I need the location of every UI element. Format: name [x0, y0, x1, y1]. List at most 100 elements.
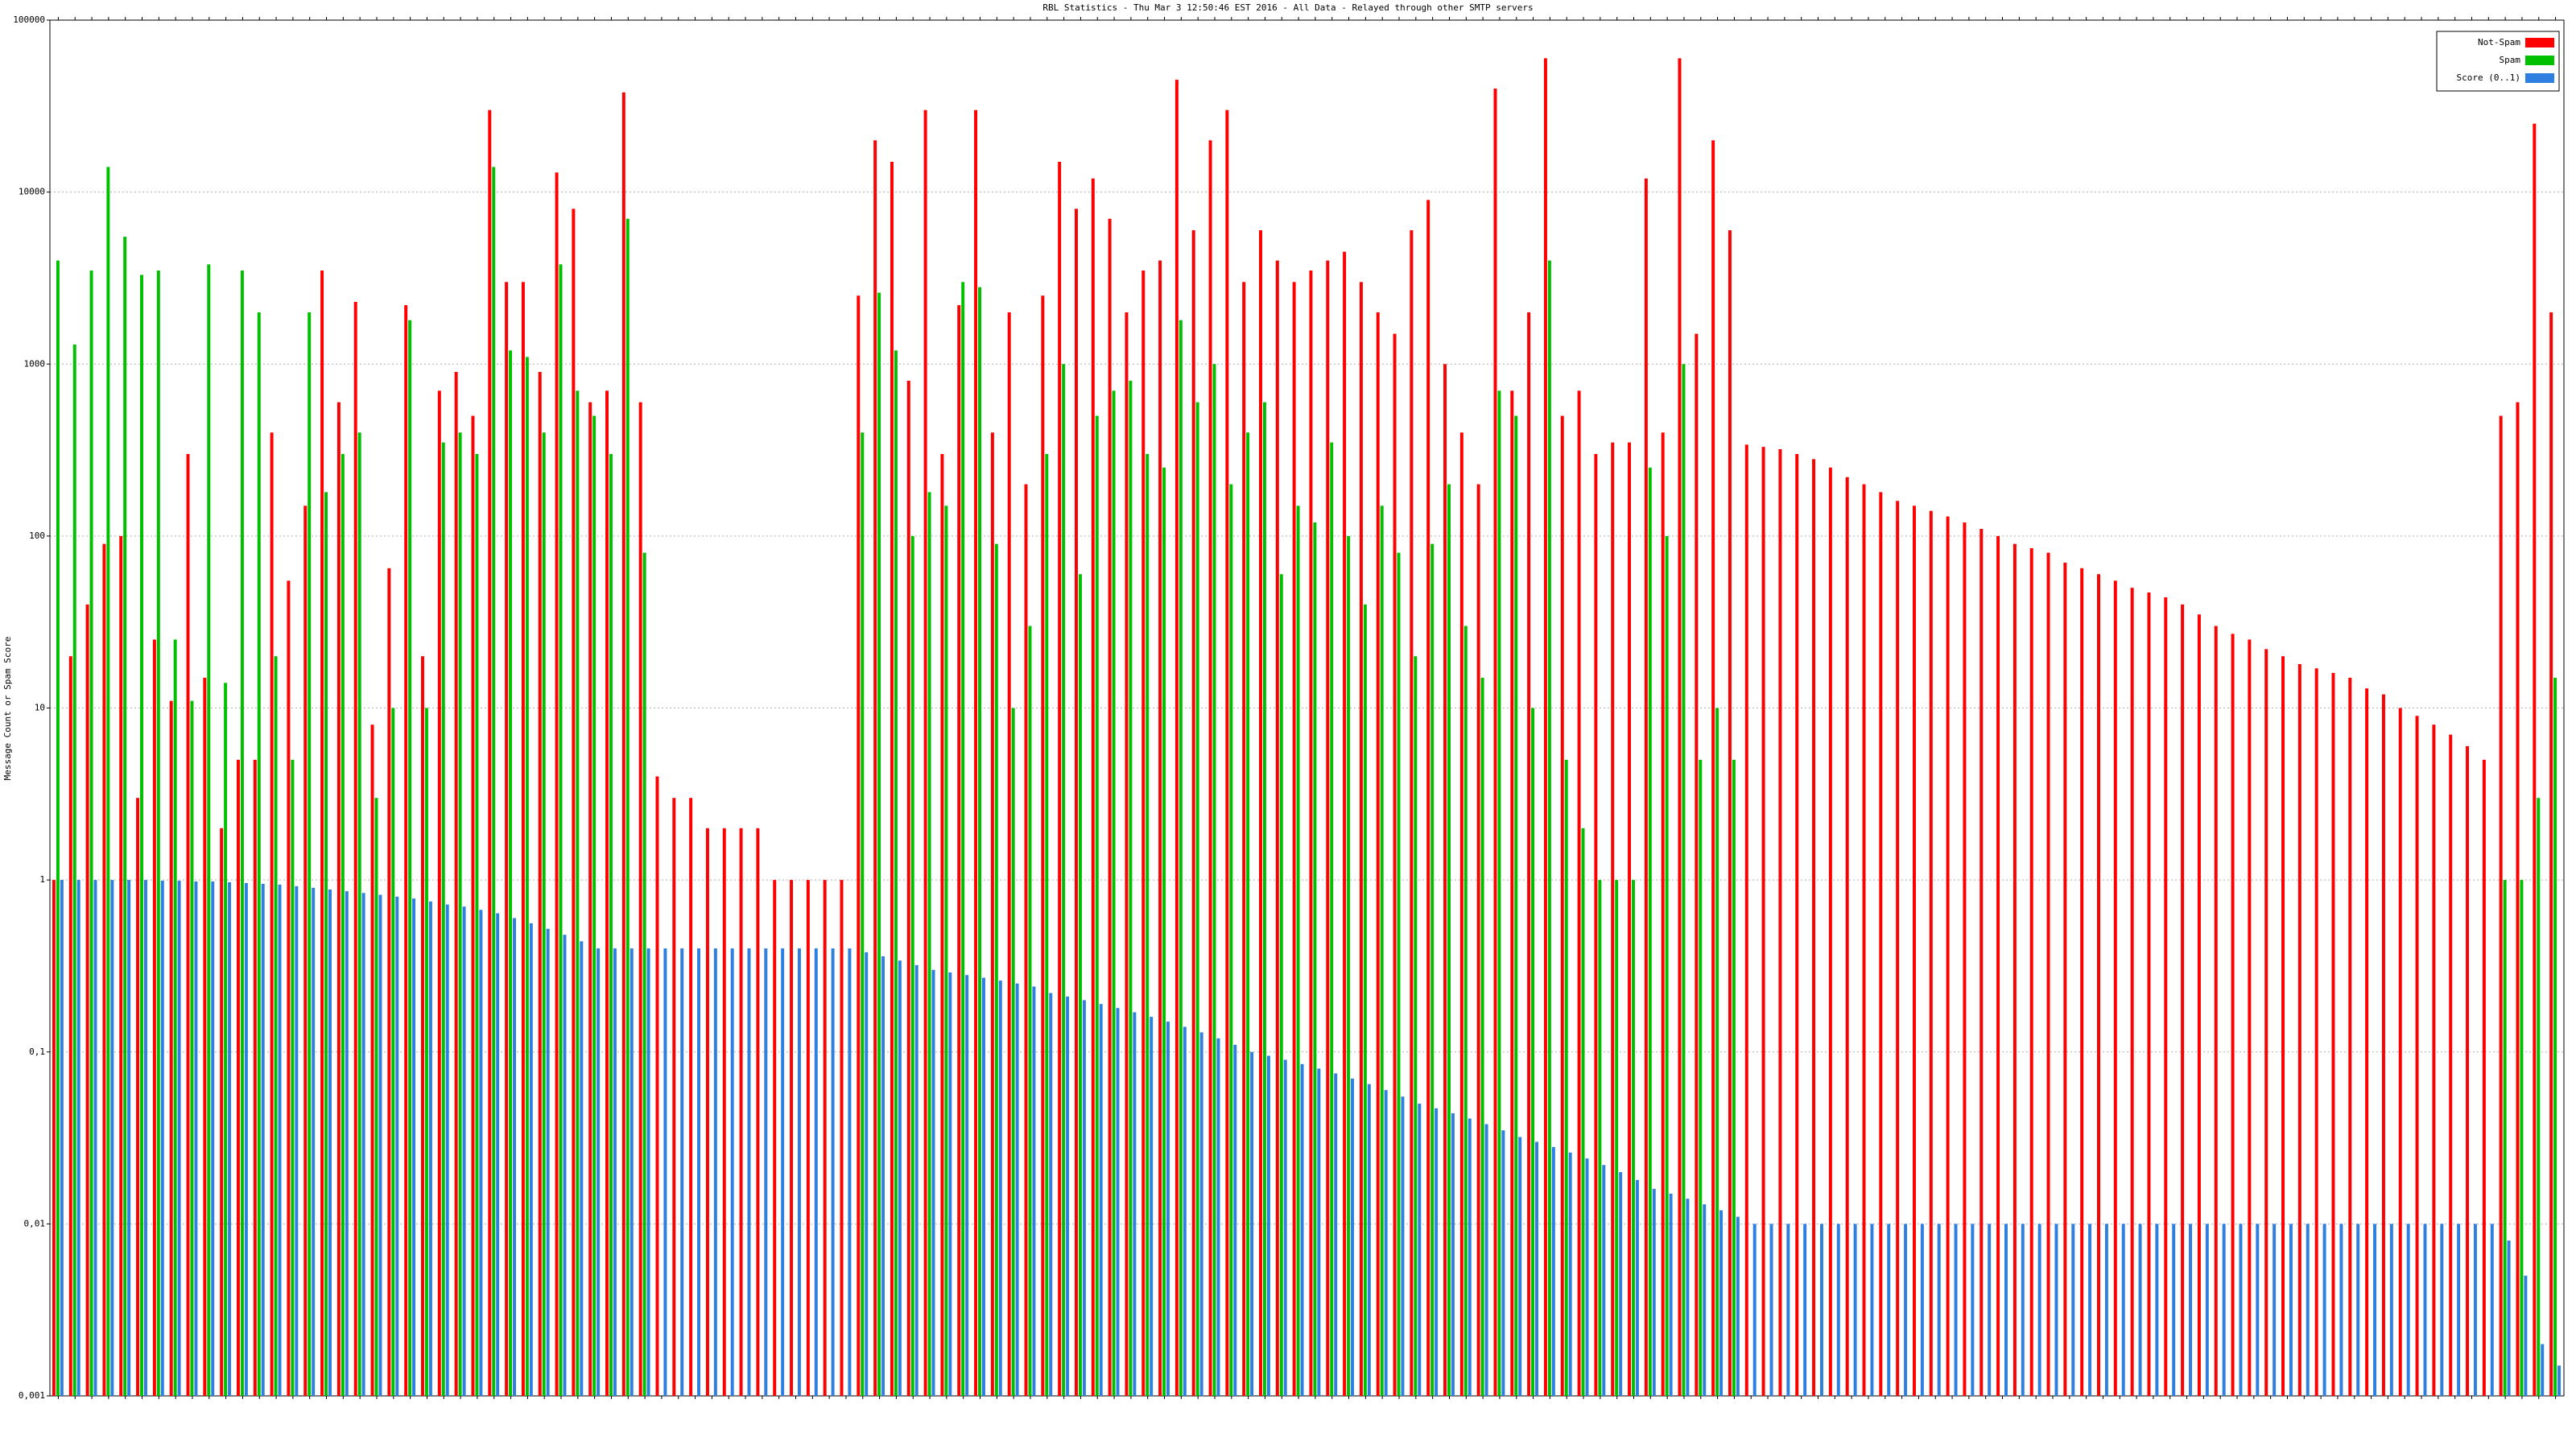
- bar: [672, 798, 676, 1396]
- bar: [257, 312, 261, 1396]
- bar: [655, 776, 659, 1396]
- bar: [1853, 1224, 1857, 1396]
- bar: [395, 896, 399, 1396]
- bar: [572, 208, 576, 1396]
- bar: [764, 948, 768, 1396]
- bar: [2524, 1275, 2528, 1396]
- bar: [739, 828, 743, 1396]
- bar: [927, 492, 931, 1396]
- bar: [1179, 320, 1183, 1396]
- bar: [1632, 880, 1635, 1396]
- bar: [374, 798, 378, 1396]
- bar: [730, 948, 734, 1396]
- bar: [1275, 260, 1279, 1396]
- bar: [2499, 415, 2503, 1396]
- bar: [1778, 448, 1782, 1396]
- y-tick-label: 0,01: [24, 1218, 46, 1228]
- bar: [253, 759, 257, 1396]
- bar: [2365, 688, 2369, 1396]
- bar: [1661, 432, 1665, 1396]
- bar: [689, 798, 693, 1396]
- bar: [1459, 432, 1463, 1396]
- bar: [1463, 625, 1468, 1396]
- bar: [1896, 501, 1900, 1396]
- bar: [1162, 467, 1166, 1397]
- bar: [948, 972, 952, 1396]
- bar: [496, 913, 500, 1396]
- bar: [609, 453, 613, 1396]
- bar: [509, 350, 513, 1396]
- bar: [1615, 880, 1619, 1396]
- bar: [378, 894, 382, 1396]
- bar: [630, 948, 634, 1396]
- bar: [1786, 1224, 1790, 1396]
- bar: [1199, 1032, 1203, 1396]
- bar: [680, 948, 684, 1396]
- bar: [1682, 364, 1686, 1396]
- bar: [1711, 140, 1715, 1396]
- bar: [823, 880, 827, 1396]
- bar: [1049, 993, 1053, 1396]
- bar: [1158, 260, 1162, 1396]
- bar: [1343, 251, 1347, 1396]
- bar: [89, 270, 93, 1397]
- bar: [488, 109, 492, 1397]
- bar: [505, 282, 509, 1397]
- bar: [722, 828, 726, 1396]
- bar: [1309, 270, 1313, 1397]
- bar: [555, 172, 559, 1397]
- bar: [513, 918, 516, 1396]
- bar: [341, 453, 345, 1396]
- bar: [906, 380, 910, 1396]
- bar: [2021, 1224, 2025, 1396]
- bar: [1870, 1224, 1874, 1396]
- bar: [559, 264, 563, 1396]
- bar: [123, 237, 127, 1396]
- bar: [1146, 453, 1150, 1396]
- bar: [1116, 1008, 1120, 1396]
- bar: [76, 880, 80, 1396]
- bar: [898, 960, 902, 1396]
- bar: [638, 402, 642, 1396]
- bar: [538, 372, 542, 1397]
- bar: [588, 402, 592, 1396]
- bar: [1988, 1224, 1992, 1396]
- bar: [412, 898, 416, 1396]
- bar: [797, 948, 801, 1396]
- bar: [2381, 694, 2385, 1396]
- bar: [1828, 467, 1832, 1397]
- bar: [2054, 1224, 2058, 1396]
- bar: [194, 881, 198, 1396]
- bar: [2121, 1224, 2125, 1396]
- bar: [881, 956, 886, 1396]
- bar: [529, 923, 533, 1396]
- bar: [2432, 724, 2436, 1396]
- bar: [1099, 1004, 1103, 1396]
- bar: [1736, 1216, 1740, 1396]
- bar: [462, 906, 466, 1396]
- bar: [697, 948, 701, 1396]
- bar: [2130, 588, 2134, 1396]
- bar: [1229, 484, 1233, 1397]
- bar: [2466, 745, 2470, 1396]
- bar: [2398, 708, 2402, 1396]
- y-tick-label: 100: [29, 530, 45, 541]
- bar: [1347, 535, 1351, 1396]
- bar: [1397, 552, 1401, 1396]
- bar: [1141, 270, 1146, 1397]
- bar: [1174, 80, 1179, 1396]
- bar: [2348, 677, 2352, 1396]
- bar: [1410, 230, 1414, 1396]
- bar: [2164, 597, 2168, 1396]
- bar: [2013, 543, 2017, 1397]
- bar: [291, 759, 295, 1396]
- bar: [1619, 1172, 1623, 1396]
- bar: [1971, 1224, 1975, 1396]
- bar: [228, 881, 232, 1396]
- bar: [2449, 734, 2453, 1396]
- bar: [2549, 312, 2553, 1396]
- bar: [546, 928, 550, 1396]
- bar: [1259, 230, 1262, 1396]
- bar: [1443, 364, 1447, 1396]
- bar: [156, 270, 160, 1397]
